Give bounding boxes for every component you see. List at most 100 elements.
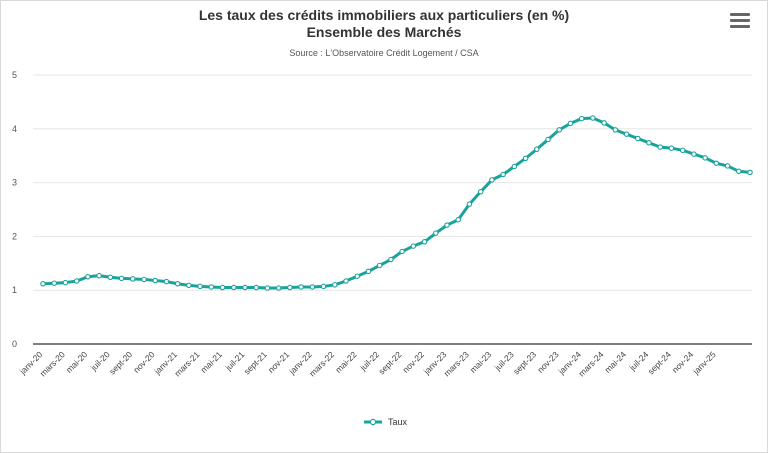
y-axis-ticks: 0 1 2 3 4 5 [12, 70, 17, 349]
data-point[interactable] [590, 115, 596, 121]
data-point[interactable] [668, 145, 675, 151]
data-point[interactable] [186, 282, 192, 289]
data-point[interactable] [612, 127, 619, 133]
x-tick-label: mai-21 [199, 349, 225, 375]
data-point[interactable] [96, 272, 102, 279]
data-point[interactable] [320, 283, 327, 290]
x-tick-label: sept-22 [376, 349, 403, 376]
x-tick-label: mars-21 [172, 349, 201, 378]
data-point[interactable] [489, 177, 495, 183]
data-point[interactable] [376, 262, 383, 269]
data-point[interactable] [197, 283, 203, 290]
data-point[interactable] [163, 278, 170, 285]
data-point[interactable] [567, 120, 574, 127]
data-point[interactable] [477, 188, 484, 195]
data-point[interactable] [635, 135, 641, 142]
data-point[interactable] [736, 168, 742, 175]
data-point[interactable] [399, 248, 405, 255]
data-point[interactable] [219, 284, 226, 291]
data-point[interactable] [421, 239, 428, 245]
data-point[interactable] [253, 284, 259, 291]
data-point[interactable] [231, 284, 237, 291]
data-point[interactable] [354, 273, 360, 279]
data-point[interactable] [118, 275, 125, 282]
data-point[interactable] [130, 276, 136, 282]
data-point[interactable] [85, 273, 91, 280]
data-point[interactable] [298, 284, 304, 290]
data-point[interactable] [444, 222, 450, 228]
chart-title-line1: Les taux des crédits immobiliers aux par… [198, 7, 570, 23]
data-point[interactable] [545, 136, 551, 143]
data-point[interactable] [40, 280, 46, 287]
chart-title: Les taux des crédits immobiliers aux par… [0, 7, 768, 41]
data-point[interactable] [500, 171, 506, 178]
data-point[interactable] [713, 160, 720, 166]
data-point[interactable] [332, 282, 338, 288]
x-tick-label: sept-20 [107, 349, 134, 376]
data-point[interactable] [433, 230, 439, 236]
x-tick-label: mai-22 [333, 349, 359, 375]
y-tick-label: 1 [12, 285, 17, 295]
x-tick-label: sept-23 [511, 349, 538, 376]
data-point[interactable] [152, 277, 158, 284]
x-tick-label: mai-20 [64, 349, 90, 375]
data-point[interactable] [107, 274, 114, 281]
data-point[interactable] [534, 146, 540, 152]
data-point[interactable] [578, 115, 585, 122]
data-point[interactable] [62, 279, 69, 286]
data-point[interactable] [724, 163, 731, 169]
x-tick-label: mars-23 [442, 349, 471, 378]
data-point[interactable] [702, 155, 708, 161]
y-tick-label: 0 [12, 339, 17, 349]
data-point[interactable] [174, 280, 181, 287]
data-point[interactable] [679, 147, 686, 154]
x-tick-label: sept-24 [646, 349, 673, 376]
y-tick-label: 4 [12, 124, 17, 134]
data-point[interactable] [657, 144, 663, 150]
data-point[interactable] [556, 127, 562, 133]
x-tick-label: mars-20 [38, 349, 67, 378]
data-point[interactable] [287, 284, 293, 291]
data-point[interactable] [51, 280, 57, 286]
data-point[interactable] [623, 131, 630, 137]
data-point[interactable] [73, 278, 80, 284]
data-point[interactable] [264, 285, 271, 291]
menu-bar [730, 13, 750, 16]
data-point[interactable] [455, 216, 461, 223]
x-tick-label: mai-23 [468, 349, 494, 375]
x-tick-label: mars-24 [576, 349, 605, 378]
data-point[interactable] [309, 284, 316, 290]
data-point[interactable] [747, 169, 753, 176]
data-point[interactable] [275, 285, 282, 291]
data-point[interactable] [365, 268, 372, 275]
data-point[interactable] [208, 284, 215, 290]
legend[interactable]: Taux [364, 417, 408, 427]
hamburger-menu-icon[interactable] [729, 11, 751, 31]
chart-subtitle: Source : L'Observatoire Crédit Logement … [289, 48, 479, 58]
menu-bar [730, 19, 750, 22]
series-taux [40, 115, 753, 291]
chart-title-line2: Ensemble des Marchés [306, 24, 462, 40]
data-point[interactable] [343, 278, 349, 284]
data-point[interactable] [691, 151, 697, 157]
legend-swatch-marker [369, 418, 377, 426]
data-point[interactable] [511, 163, 518, 170]
series-line-taux [41, 116, 752, 290]
data-point[interactable] [522, 155, 529, 162]
y-tick-label: 2 [12, 231, 17, 241]
data-point[interactable] [601, 120, 607, 126]
x-tick-label: janv-25 [690, 349, 718, 377]
x-tick-label: mai-24 [603, 349, 629, 375]
y-tick-label: 5 [12, 70, 17, 80]
data-point[interactable] [466, 201, 473, 207]
data-point[interactable] [646, 140, 652, 146]
y-tick-label: 3 [12, 178, 17, 188]
data-point[interactable] [388, 256, 394, 263]
data-point[interactable] [242, 284, 248, 291]
grid-lines [33, 74, 752, 345]
data-point[interactable] [141, 276, 147, 283]
data-point[interactable] [410, 243, 417, 249]
legend-label-taux[interactable]: Taux [388, 417, 408, 427]
